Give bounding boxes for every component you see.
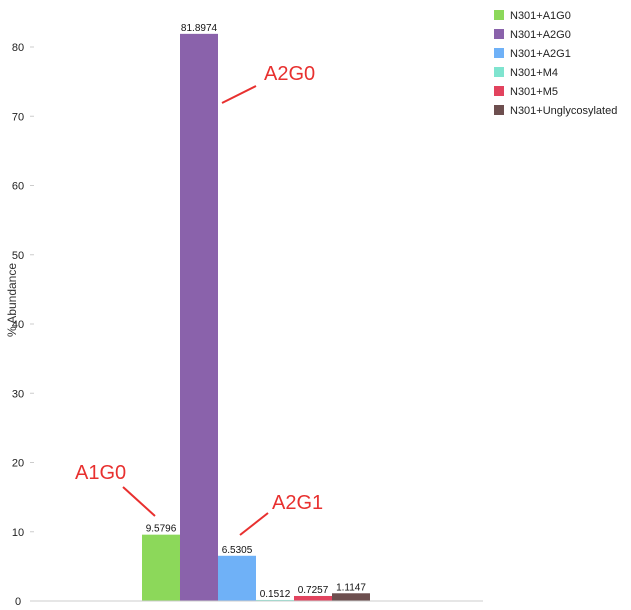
legend-label: N301+A2G1: [510, 48, 571, 60]
legend-swatch: [494, 48, 504, 58]
legend-item[interactable]: N301+M5: [494, 86, 558, 98]
y-tick-label: 0: [15, 596, 21, 608]
bar-n301-m5: [294, 595, 332, 601]
legend-item[interactable]: N301+M4: [494, 67, 558, 79]
annotations: A2G0 A1G0 A2G1: [75, 63, 323, 536]
legend-label: N301+Unglycosylated: [510, 105, 617, 117]
y-tick-label: 70: [12, 111, 24, 123]
y-tick-label: 80: [12, 42, 24, 54]
bar-n301-a1g0: [142, 534, 180, 601]
data-label: 0.1512: [260, 589, 291, 600]
y-tick-label: 50: [12, 250, 24, 262]
y-axis-label: % Abundance: [5, 263, 19, 337]
annotation-pointer: [221, 85, 257, 104]
bar-n301-m4: [256, 599, 294, 601]
annotation-pointer: [122, 486, 156, 517]
legend-item[interactable]: N301+A1G0: [494, 10, 571, 22]
legend-label: N301+M5: [510, 86, 558, 98]
data-label: 1.1147: [336, 582, 366, 593]
legend-swatch: [494, 10, 504, 20]
y-tick-label: 40: [12, 319, 24, 331]
data-labels: 9.5796 81.8974 6.5305 0.1512 0.7257 1.1147: [146, 23, 367, 600]
legend-label: N301+A1G0: [510, 10, 571, 22]
legend-swatch: [494, 67, 504, 77]
legend-label: N301+M4: [510, 67, 558, 79]
data-label: 0.7257: [298, 585, 329, 596]
y-tick-label: 60: [12, 181, 24, 193]
data-label: 6.5305: [222, 545, 253, 556]
y-tick-label: 30: [12, 388, 24, 400]
bars: [142, 33, 370, 602]
legend-item[interactable]: N301+A2G1: [494, 48, 571, 60]
legend-swatch: [494, 29, 504, 39]
legend-swatch: [494, 105, 504, 115]
y-tick-label: 10: [12, 527, 24, 539]
legend: N301+A1G0 N301+A2G0 N301+A2G1 N301+M4 N301+M…: [494, 10, 617, 117]
y-tick-label: 20: [12, 458, 24, 470]
annotation-a2g1: A2G1: [272, 492, 323, 514]
bar-n301-a2g1: [218, 555, 256, 601]
legend-item[interactable]: N301+A2G0: [494, 29, 571, 41]
legend-item[interactable]: N301+Unglycosylated: [494, 105, 617, 117]
annotation-a2g0: A2G0: [264, 63, 315, 85]
legend-label: N301+A2G0: [510, 29, 571, 41]
data-label: 81.8974: [181, 23, 218, 34]
bar-n301-a2g0: [180, 33, 218, 602]
y-axis: 0 10 20 30 40 50 60 70 80: [12, 42, 34, 608]
legend-swatch: [494, 86, 504, 96]
data-label: 9.5796: [146, 524, 177, 535]
annotation-pointer: [239, 512, 269, 536]
bar-n301-unglycosylated: [332, 593, 370, 601]
annotation-a1g0: A1G0: [75, 462, 126, 484]
